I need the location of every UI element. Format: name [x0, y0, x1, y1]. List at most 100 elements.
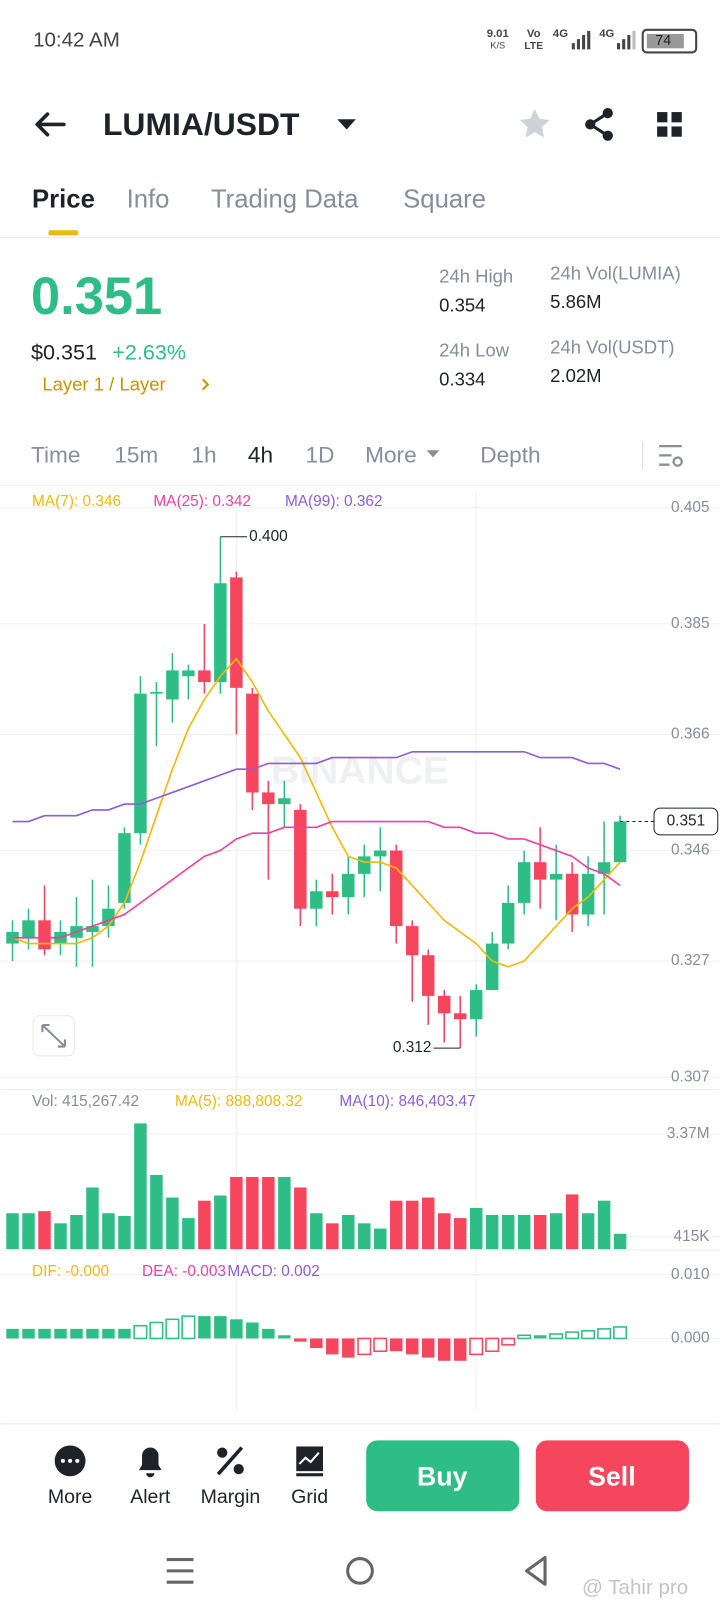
pair-dropdown[interactable]	[337, 119, 356, 130]
volume-bar	[70, 1214, 83, 1250]
interval[interactable]: Time	[31, 442, 80, 467]
legend-entry: DIF: -0.000	[32, 1263, 109, 1280]
pair-title[interactable]: LUMIA/USDT	[103, 106, 300, 142]
macd-bar	[533, 1335, 547, 1339]
nav-label[interactable]: Margin	[201, 1486, 261, 1508]
volume-bar	[517, 1214, 531, 1250]
network: LTE	[524, 41, 543, 52]
signal-icon	[617, 34, 631, 50]
tab[interactable]: Info	[127, 185, 170, 213]
legend-entry: MA(99): 0.362	[285, 493, 383, 510]
nav-label[interactable]: More	[48, 1486, 92, 1508]
candle-body	[166, 670, 179, 700]
candle-body	[437, 995, 451, 1014]
ma-line	[12, 820, 621, 939]
volume-bar	[613, 1233, 627, 1250]
interval[interactable]: Depth	[480, 442, 540, 467]
favorite[interactable]	[519, 108, 550, 138]
sell-button[interactable]	[535, 1440, 689, 1512]
candle-body	[342, 873, 355, 898]
interval[interactable]: 1h	[191, 442, 216, 467]
interval[interactable]: 1D	[306, 442, 335, 467]
speed: 9.01	[487, 28, 509, 40]
candle-body	[278, 798, 291, 805]
y-tick-label: 0.366	[671, 725, 710, 742]
candle-body	[453, 1013, 467, 1020]
candle-body	[294, 809, 307, 909]
volume-bar	[437, 1213, 451, 1250]
back-button[interactable]	[35, 112, 66, 137]
macd-bar	[165, 1318, 180, 1340]
candle-body	[38, 920, 51, 950]
stat-value: 0.334	[439, 368, 485, 389]
candle-body	[326, 891, 339, 898]
fullscreen-icon	[41, 1023, 66, 1048]
chart-settings[interactable]	[659, 445, 683, 467]
interval[interactable]: 4h	[248, 442, 273, 467]
volume-bar	[358, 1223, 371, 1250]
macd-bar	[390, 1338, 403, 1352]
candle-body	[390, 850, 403, 927]
grid-icon	[296, 1446, 323, 1477]
candle-body	[421, 955, 435, 996]
macd-bar	[326, 1338, 339, 1355]
stat-label: 24h Vol(LUMIA)	[550, 262, 681, 283]
recent-apps[interactable]	[166, 1558, 194, 1584]
macd-bar	[181, 1315, 196, 1340]
candle-body	[469, 990, 483, 1020]
volume-bar	[597, 1200, 611, 1250]
interval[interactable]: More	[365, 442, 417, 467]
share[interactable]	[585, 107, 613, 141]
tab[interactable]: Trading Data	[211, 185, 359, 213]
battery	[641, 28, 698, 54]
candle-body	[214, 583, 227, 683]
candle-body	[118, 833, 131, 903]
macd-bar	[278, 1335, 291, 1339]
volume-bar	[262, 1177, 275, 1250]
signal-icon	[571, 30, 591, 50]
candle-body	[374, 850, 387, 857]
volume-bar	[22, 1213, 35, 1250]
legend-entry: MACD: 0.002	[227, 1263, 319, 1280]
macd-bar	[437, 1338, 451, 1361]
macd-bar	[294, 1338, 307, 1342]
buy-label[interactable]: Buy	[417, 1461, 468, 1491]
home[interactable]	[346, 1556, 374, 1585]
network: Vo	[527, 28, 541, 40]
back[interactable]	[525, 1555, 547, 1586]
dropdown	[426, 450, 440, 458]
volume-bar	[581, 1213, 595, 1250]
buy-button[interactable]	[366, 1440, 520, 1512]
sell-label[interactable]: Sell	[588, 1461, 636, 1491]
clock: 10:42 AM	[33, 29, 120, 52]
layout-menu[interactable]	[657, 112, 682, 137]
alert-icon	[138, 1447, 162, 1478]
candle-body	[86, 926, 99, 932]
tab[interactable]: Price	[32, 185, 95, 213]
nav-label[interactable]: Alert	[130, 1486, 171, 1508]
macd-bar	[70, 1328, 83, 1339]
tab-indicator	[48, 230, 79, 236]
candle-body	[134, 693, 147, 834]
nav-label[interactable]: Grid	[291, 1486, 328, 1508]
current-price-label: 0.351	[667, 813, 706, 830]
tab[interactable]: Square	[403, 185, 486, 213]
macd-bar	[485, 1337, 500, 1352]
candle-body	[182, 670, 195, 677]
volume-bar	[342, 1214, 355, 1250]
macd-bar	[86, 1328, 99, 1339]
macd-bar	[230, 1319, 243, 1339]
more-icon	[54, 1445, 86, 1477]
interval[interactable]: 15m	[114, 442, 158, 467]
candle-body	[262, 792, 275, 805]
ma-line	[12, 750, 621, 823]
volume-bar	[326, 1223, 339, 1250]
volume-bar	[86, 1187, 99, 1250]
candle-body	[246, 693, 259, 793]
y-tick-label: 0.327	[671, 952, 710, 969]
legend-entry: Vol: 415,267.42	[32, 1093, 139, 1110]
battery-level	[646, 33, 684, 49]
chart-area: BINANCE 0.405 0.385 0.366 0.346 0.327 0.307 MA(…	[0, 491, 720, 1411]
category-tag[interactable]: Layer 1 / Layer	[42, 373, 165, 394]
